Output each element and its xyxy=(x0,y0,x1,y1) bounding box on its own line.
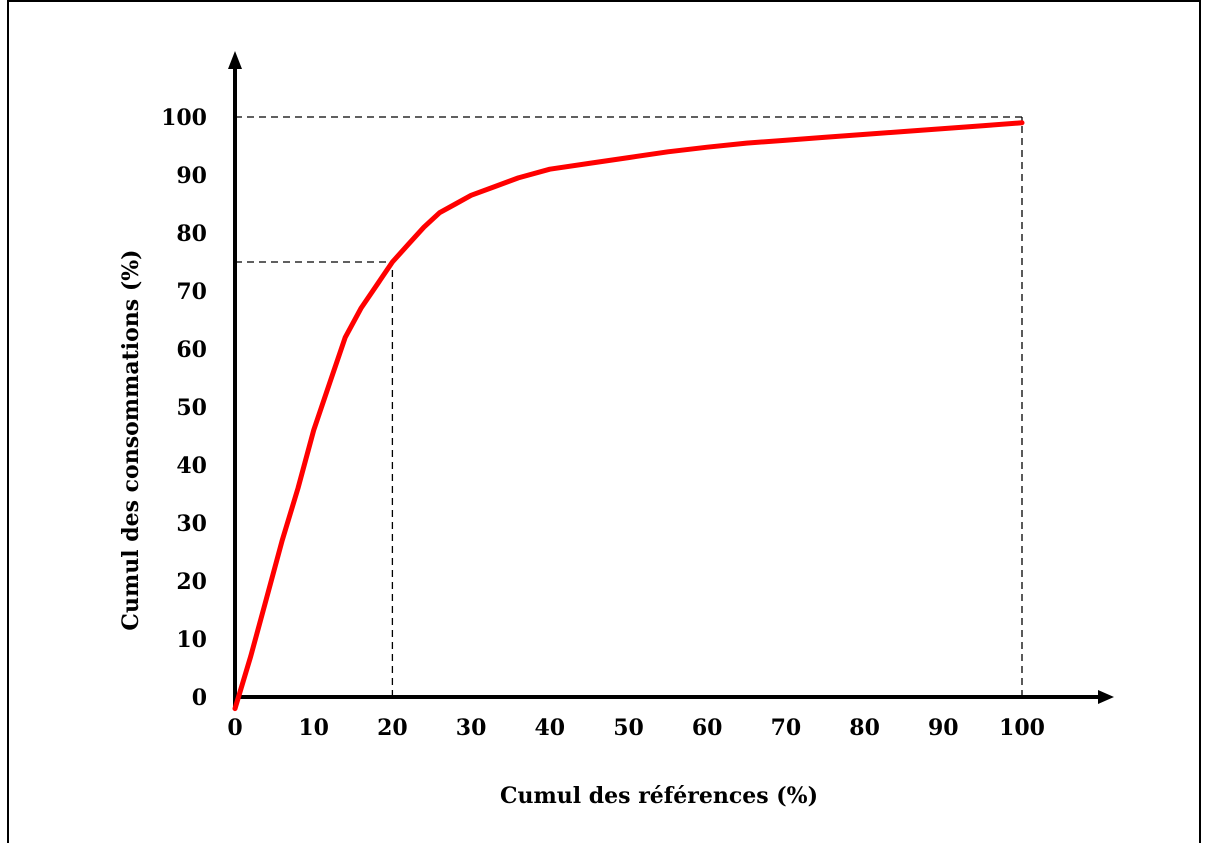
x-tick-label-100: 100 xyxy=(999,715,1045,741)
y-tick-label-60: 60 xyxy=(176,337,207,363)
y-tick-label-40: 40 xyxy=(176,453,207,479)
cumulative-curve xyxy=(232,120,1025,712)
y-tick-label-100: 100 xyxy=(161,105,207,131)
x-axis-title: Cumul des références (%) xyxy=(500,783,818,809)
x-tick-label-90: 90 xyxy=(928,715,959,741)
chart-frame xyxy=(7,0,1201,843)
y-tick-label-90: 90 xyxy=(176,163,207,189)
y-axis-title: Cumul des consommations (%) xyxy=(118,249,144,630)
y-tick-label-20: 20 xyxy=(176,569,207,595)
x-tick-label-50: 50 xyxy=(613,715,644,741)
x-tick-label-40: 40 xyxy=(534,715,565,741)
y-tick-label-70: 70 xyxy=(176,279,207,305)
x-tick-label-80: 80 xyxy=(849,715,880,741)
y-tick-labels: 0 10 20 30 40 50 60 70 80 90 100 xyxy=(161,105,207,711)
y-tick-label-30: 30 xyxy=(176,511,207,537)
x-tick-label-30: 30 xyxy=(456,715,487,741)
y-axis-arrow-icon xyxy=(228,51,242,69)
reference-lines xyxy=(235,116,1023,697)
y-tick-label-50: 50 xyxy=(176,395,207,421)
y-tick-label-10: 10 xyxy=(176,627,207,653)
x-tick-label-70: 70 xyxy=(771,715,802,741)
axes xyxy=(228,51,1114,707)
x-tick-label-20: 20 xyxy=(377,715,408,741)
x-tick-labels: 0 10 20 30 40 50 60 70 80 90 100 xyxy=(227,715,1045,741)
x-tick-label-0: 0 xyxy=(227,715,242,741)
y-tick-label-80: 80 xyxy=(176,221,207,247)
x-tick-label-10: 10 xyxy=(298,715,329,741)
x-tick-label-60: 60 xyxy=(692,715,723,741)
x-axis-arrow-icon xyxy=(1098,690,1114,704)
y-tick-label-0: 0 xyxy=(192,685,207,711)
